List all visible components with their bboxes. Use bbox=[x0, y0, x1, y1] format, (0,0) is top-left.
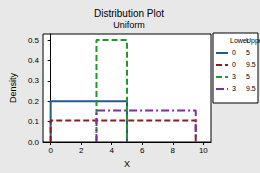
svg-text:9.5: 9.5 bbox=[246, 85, 256, 92]
svg-text:0: 0 bbox=[232, 49, 236, 56]
svg-text:Upper: Upper bbox=[246, 37, 260, 45]
svg-text:0.4: 0.4 bbox=[28, 56, 40, 65]
svg-text:0: 0 bbox=[232, 61, 236, 68]
svg-text:5: 5 bbox=[246, 73, 250, 80]
svg-text:Uniform: Uniform bbox=[113, 20, 145, 30]
svg-text:Lower: Lower bbox=[230, 37, 250, 44]
svg-text:0.2: 0.2 bbox=[28, 97, 40, 106]
svg-text:6: 6 bbox=[140, 146, 145, 155]
svg-text:0: 0 bbox=[48, 146, 53, 155]
svg-text:Density: Density bbox=[8, 72, 18, 103]
svg-text:3: 3 bbox=[232, 85, 236, 92]
svg-text:9.5: 9.5 bbox=[246, 61, 256, 68]
svg-text:X: X bbox=[124, 159, 130, 169]
svg-text:8: 8 bbox=[171, 146, 176, 155]
svg-text:0.5: 0.5 bbox=[28, 36, 40, 45]
svg-text:Distribution Plot: Distribution Plot bbox=[94, 8, 164, 19]
svg-text:5: 5 bbox=[246, 49, 250, 56]
svg-text:10: 10 bbox=[199, 146, 208, 155]
svg-text:0.3: 0.3 bbox=[28, 76, 40, 85]
svg-text:2: 2 bbox=[79, 146, 84, 155]
svg-text:0.0: 0.0 bbox=[28, 138, 40, 147]
svg-text:0.1: 0.1 bbox=[28, 117, 40, 126]
svg-text:4: 4 bbox=[110, 146, 115, 155]
svg-text:3: 3 bbox=[232, 73, 236, 80]
